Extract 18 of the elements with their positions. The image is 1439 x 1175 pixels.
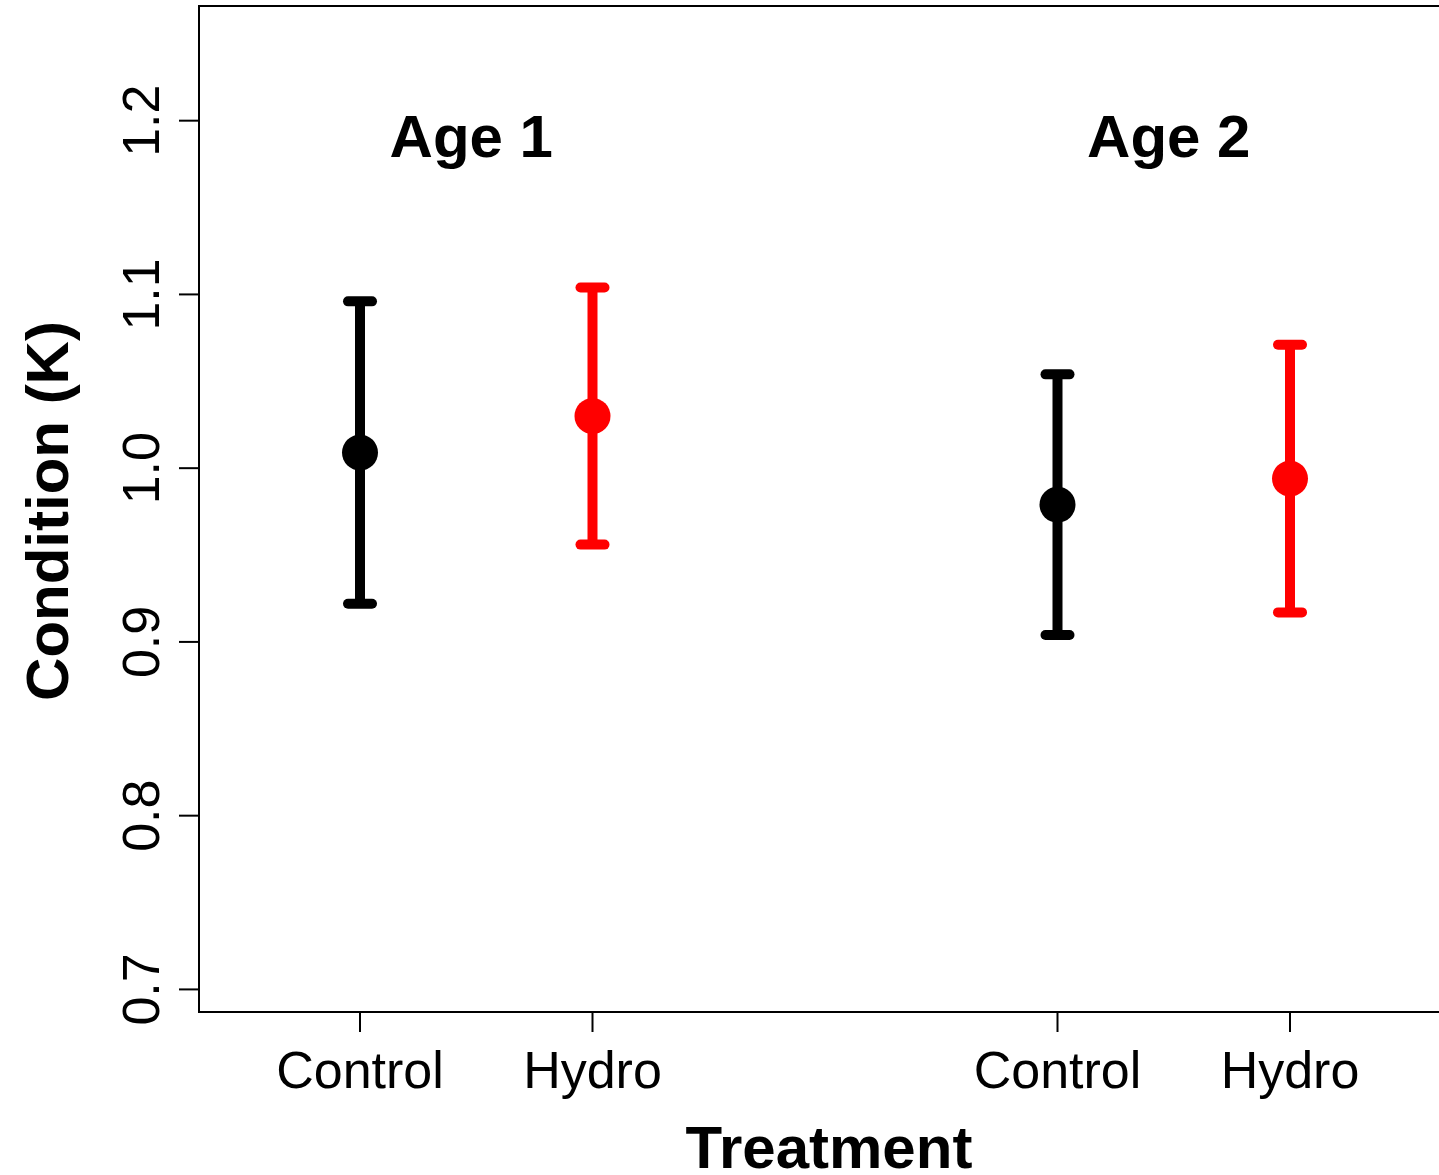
- point: [1039, 486, 1076, 523]
- point: [1272, 460, 1308, 497]
- annotation: Age 1: [389, 103, 553, 170]
- y-tick-label: 0.7: [112, 953, 170, 1026]
- y-tick-label: 0.9: [112, 605, 170, 679]
- point: [342, 434, 378, 471]
- x-axis-title: Treatment: [685, 1114, 973, 1175]
- y-axis-title: Condition (K): [14, 321, 81, 701]
- y-tick-label: 1.2: [112, 84, 170, 157]
- y-tick-label: 1.0: [112, 432, 170, 505]
- x-tick-label: Hydro: [1220, 1041, 1360, 1099]
- x-tick-label: Control: [276, 1041, 444, 1099]
- y-tick-label: 1.1: [112, 258, 170, 331]
- point: [574, 398, 611, 435]
- x-tick-label: Control: [973, 1041, 1142, 1099]
- annotation: Age 2: [1087, 103, 1251, 170]
- x-tick-label: Hydro: [523, 1041, 662, 1099]
- y-tick-label: 0.8: [112, 779, 170, 852]
